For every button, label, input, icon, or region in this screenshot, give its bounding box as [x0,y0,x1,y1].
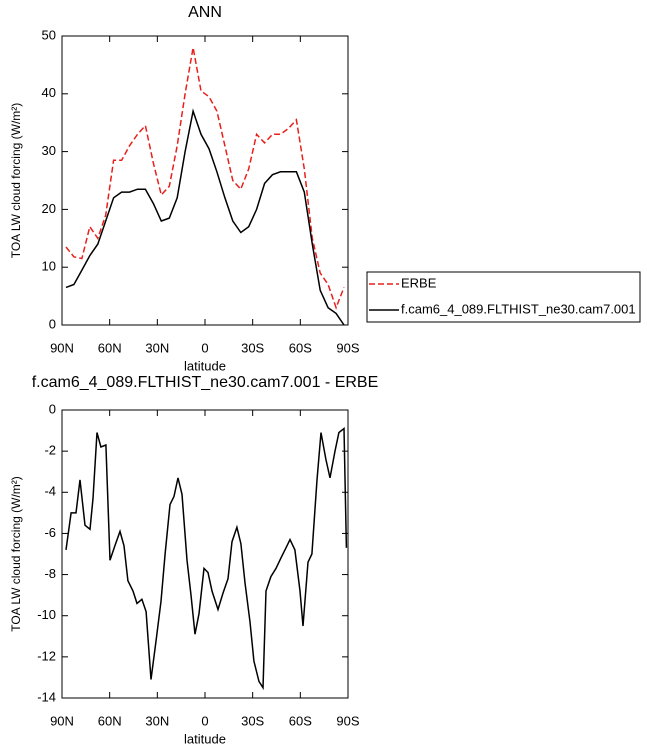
chart-title: ANN [188,4,222,21]
x-axis-label: latitude [184,731,226,746]
y-tick-label: -12 [37,648,56,663]
x-axis-label: latitude [184,358,226,373]
y-tick-label: -2 [44,443,56,458]
x-tick-label: 60S [289,340,312,355]
y-tick-label: -14 [37,689,56,704]
data-line [65,426,348,691]
y-tick-label: 40 [42,85,56,100]
x-tick-label: 90N [50,713,74,728]
y-tick-label: 0 [49,316,56,331]
x-tick-label: 0 [201,713,208,728]
y-tick-label: 30 [42,143,56,158]
x-tick-label: 30N [145,340,169,355]
legend-label: f.cam6_4_089.FLTHIST_ne30.cam7.001 [401,301,636,316]
x-tick-label: 90N [50,340,74,355]
x-tick-label: 90S [336,340,359,355]
y-tick-label: 0 [49,401,56,416]
legend-label: ERBE [401,275,437,290]
y-tick-label: 20 [42,201,56,216]
y-tick-label: -6 [44,525,56,540]
y-tick-label: 10 [42,259,56,274]
y-tick-label: 50 [42,27,56,42]
x-tick-label: 30S [241,713,264,728]
legend-box [366,271,641,323]
data-line [65,108,345,326]
y-tick-label: -4 [44,484,56,499]
x-tick-label: 60N [98,713,122,728]
chart-title: f.cam6_4_089.FLTHIST_ne30.cam7.001 - ERB… [32,374,379,391]
y-axis-label: TOA LW cloud forcing (W/m²) [9,103,23,259]
plot-frame [61,35,349,326]
x-tick-label: 0 [201,340,208,355]
plot-frame [61,409,349,699]
x-tick-label: 30N [145,713,169,728]
y-tick-label: -10 [37,607,56,622]
x-tick-label: 90S [336,713,359,728]
y-tick-label: -8 [44,566,56,581]
y-axis-label: TOA LW cloud forcing (W/m²) [9,476,23,632]
x-tick-label: 60S [289,713,312,728]
x-tick-label: 30S [241,340,264,355]
x-tick-label: 60N [98,340,122,355]
data-line [65,47,345,310]
